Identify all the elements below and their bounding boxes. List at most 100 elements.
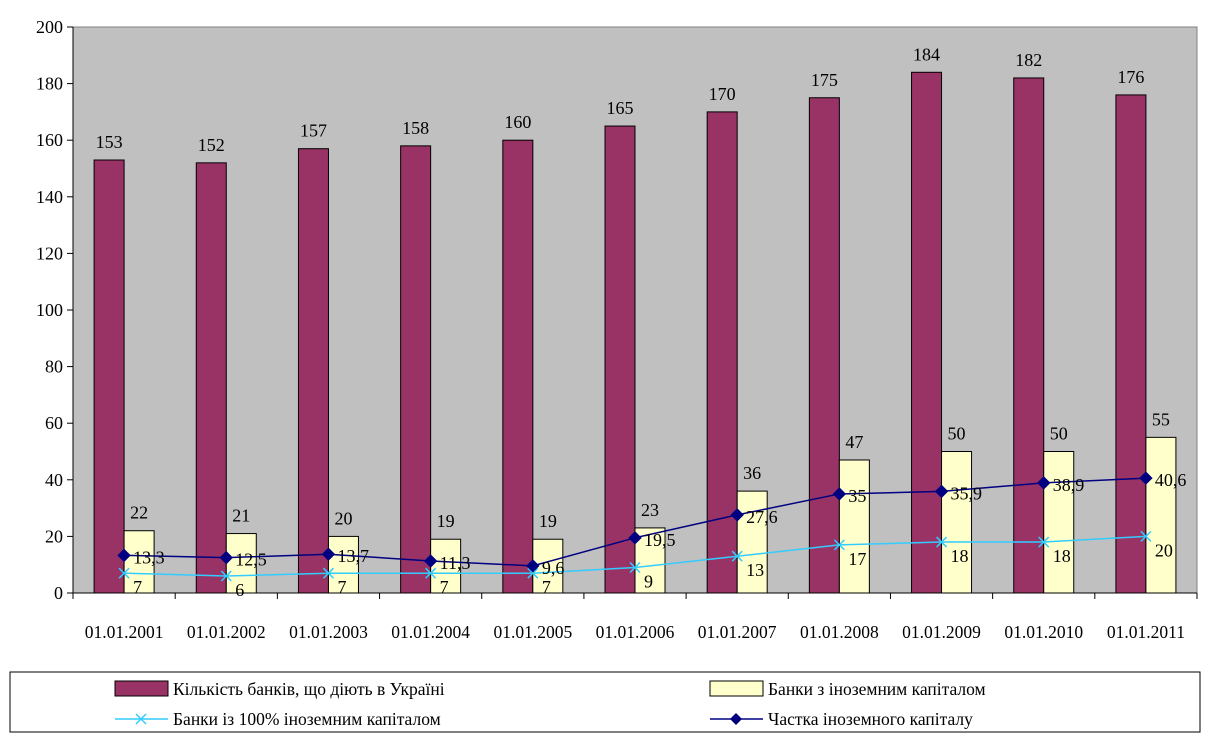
bar-data-label: 20 — [334, 508, 352, 528]
line-data-label: 7 — [542, 577, 551, 597]
line-data-label: 40,6 — [1155, 470, 1187, 490]
point-marker-diamond — [321, 547, 336, 561]
y-tick-label: 40 — [45, 470, 63, 490]
line-data-label: 9,6 — [542, 558, 565, 578]
bar-data-label: 55 — [1152, 409, 1170, 429]
point-marker-x — [1140, 530, 1152, 542]
bar-total-banks — [1115, 94, 1147, 594]
x-tick-label: 01.01.2004 — [391, 622, 470, 642]
bar-total-banks — [706, 111, 738, 594]
point-marker-x — [731, 550, 743, 562]
legend-marker-diamond — [730, 713, 742, 725]
bar-data-label: 157 — [300, 121, 327, 141]
line-data-label: 17 — [848, 549, 866, 569]
bar-data-label: 184 — [913, 44, 940, 64]
axes-group: 0 20 40 60 80 100 120 140 160 180 200 01.01.2001 01.… — [36, 17, 1198, 642]
line-data-label: 7 — [440, 577, 449, 597]
point-marker-diamond — [117, 548, 131, 563]
line-data-label: 13 — [746, 560, 764, 580]
bar-data-label: 21 — [232, 506, 250, 526]
y-tick-label: 80 — [45, 357, 63, 377]
y-tick-label: 180 — [36, 74, 63, 94]
point-marker-x — [220, 570, 232, 582]
bar-data-label: 19 — [539, 511, 557, 531]
bar-data-label: 160 — [504, 112, 531, 132]
point-marker-x — [629, 561, 641, 574]
bar-foreign-banks — [736, 490, 768, 594]
bar-total-banks — [400, 145, 432, 594]
point-marker-diamond — [832, 487, 847, 501]
line-data-label: 20 — [1155, 540, 1173, 560]
bar-data-label: 22 — [130, 503, 148, 523]
bar-data-label: 153 — [96, 132, 123, 152]
bar-data-label: 176 — [1117, 67, 1144, 87]
legend-box — [9, 671, 1201, 733]
bar-data-label: 47 — [845, 432, 863, 452]
bar-data-label: 175 — [811, 70, 838, 90]
bars-group — [93, 71, 1177, 594]
line-data-label: 7 — [337, 577, 346, 597]
line-data-label: 7 — [133, 577, 142, 597]
point-marker-x — [1038, 536, 1050, 548]
x-tick-label: 01.01.2002 — [187, 622, 266, 642]
legend-entry-label: Банки із 100% іноземним капіталом — [173, 709, 441, 729]
x-tick-label: 01.01.2010 — [1004, 622, 1083, 642]
y-tick-label: 160 — [36, 130, 63, 150]
y-tick-label: 140 — [36, 187, 63, 207]
legend-swatch — [114, 680, 169, 697]
x-tick-label: 01.01.2001 — [85, 622, 164, 642]
line-data-label: 11,3 — [440, 553, 471, 573]
bar-foreign-banks — [838, 459, 870, 594]
point-marker-x — [936, 536, 948, 548]
bar-total-banks — [604, 125, 636, 594]
legend-entry-label: Кількість банків, що діють в Україні — [173, 679, 445, 699]
point-marker-diamond — [1139, 471, 1153, 485]
x-tick-label: 01.01.2005 — [493, 622, 572, 642]
bar-total-banks — [195, 162, 227, 594]
line-data-label: 13,7 — [337, 546, 369, 566]
point-marker-x — [118, 567, 130, 579]
line-data-label: 18 — [951, 546, 969, 566]
line-data-label: 9 — [644, 572, 653, 592]
line-data-label: 12,5 — [235, 550, 266, 570]
bar-data-label: 152 — [198, 135, 225, 155]
legend-entry-label: Частка іноземного капіталу — [768, 709, 973, 729]
legend-marker-x — [135, 713, 147, 725]
bar-total-banks — [911, 71, 943, 594]
line-data-label: 6 — [235, 580, 244, 600]
bar-foreign-banks — [1145, 436, 1177, 594]
point-marker-x — [527, 567, 539, 579]
line-data-label: 35,9 — [951, 483, 983, 503]
bar-foreign-banks — [430, 538, 462, 594]
bar-total-banks — [1013, 77, 1045, 594]
bar-data-label: 165 — [607, 98, 634, 118]
bar-foreign-banks — [225, 533, 257, 594]
bar-foreign-banks — [123, 530, 155, 594]
legend-entry-label: Банки з іноземним капіталом — [768, 679, 986, 699]
line-data-label: 19,5 — [644, 530, 676, 550]
x-tick-label: 01.01.2011 — [1107, 622, 1185, 642]
bar-data-label: 23 — [641, 500, 659, 520]
point-marker-x — [833, 539, 845, 551]
bar-total-banks — [502, 139, 534, 594]
y-tick-label: 120 — [36, 243, 63, 263]
y-tick-label: 100 — [36, 300, 63, 320]
bar-total-banks — [808, 97, 840, 594]
legend: Кількість банків, що діють в Україні Банк… — [9, 671, 1201, 733]
point-marker-diamond — [423, 554, 438, 568]
line-data-label: 18 — [1053, 546, 1071, 566]
line-data-label: 35 — [848, 486, 866, 506]
bar-data-label: 170 — [709, 84, 736, 104]
y-tick-label: 200 — [36, 17, 63, 37]
lines-group — [117, 471, 1153, 582]
point-marker-diamond — [526, 559, 540, 573]
x-tick-label: 01.01.2007 — [698, 622, 777, 642]
bar-foreign-banks — [327, 535, 359, 594]
point-marker-diamond — [934, 484, 949, 499]
point-marker-diamond — [628, 531, 642, 545]
bar-foreign-banks — [941, 451, 973, 594]
point-marker-diamond — [219, 550, 233, 565]
line-data-label: 27,6 — [746, 507, 778, 527]
x-tick-label: 01.01.2006 — [596, 622, 675, 642]
